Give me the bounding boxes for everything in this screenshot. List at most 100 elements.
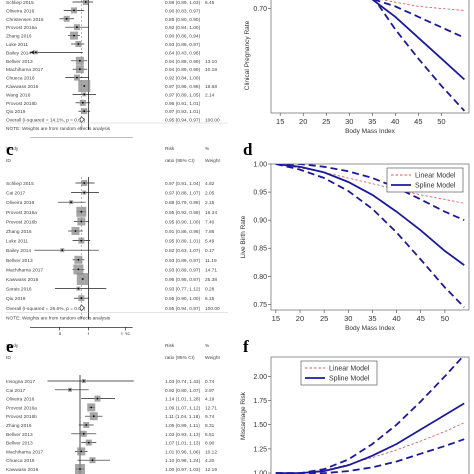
point-estimate — [83, 182, 86, 184]
study-label: Provost 2016a — [6, 25, 37, 31]
study-label: Zhang 2016 — [6, 423, 32, 429]
spline-model-line — [275, 402, 465, 474]
point-estimate — [80, 297, 83, 300]
point-estimate — [70, 201, 72, 204]
study-label: Machiharna 2017 — [6, 267, 43, 273]
y-tick-label: 0.80 — [253, 274, 267, 281]
y-tick-label: 0.70 — [253, 6, 267, 13]
study-label: Chueca 2016 — [6, 458, 35, 464]
x-tick-label: 15 — [272, 314, 280, 323]
study-label: Luke 2011 — [6, 42, 28, 48]
ratio-ci: 0.98 (0.89, 1.03) — [165, 0, 201, 6]
weight-value: 0.74 — [205, 379, 215, 385]
study-label: Provost 2016b — [6, 101, 37, 107]
weight-value: 4.82 — [205, 181, 215, 187]
ratio-ci: 0.90 (0.83, 0.97) — [165, 8, 201, 14]
weight-value: 12.71 — [205, 405, 217, 411]
legend-spline-label: Spline Model — [329, 376, 370, 383]
ratio-ci: 0.93 (0.89, 0.97) — [165, 258, 201, 264]
panel-a-forest-plot: Schliep 2015 0.98 (0.89, 1.03) 6.45 Oliveir… — [0, 0, 237, 138]
header-weight: Weight — [205, 158, 221, 164]
ratio-ci: 0.97 (0.89, 1.05) — [165, 92, 201, 98]
note-text: NOTE: Weights are from random effects an… — [6, 126, 111, 132]
study-label: Sarais 2016 — [6, 287, 32, 293]
y-tick-label: 0.85 — [253, 246, 267, 253]
weight-value: 6.15 — [205, 296, 215, 302]
weight-value: 2.15 — [205, 200, 215, 206]
ratio-ci: 0.88 (0.79, 0.98) — [165, 200, 201, 206]
x-tick-label: 1 — [87, 332, 90, 335]
study-label: Schliep 2015 — [6, 0, 34, 6]
ratio-ci: 0.97 (0.91, 1.04) — [165, 181, 201, 187]
spline-model-line — [275, 164, 465, 266]
y-axis-label: Miscarriage Risk — [240, 391, 247, 440]
ratio-ci: 0.93 (0.89, 0.97) — [165, 267, 201, 273]
y-tick-label: 0.95 — [253, 190, 267, 197]
weight-value: 0.17 — [205, 248, 215, 254]
panel-label-d: d — [243, 140, 253, 159]
linear-model-line — [381, 0, 465, 11]
study-label: Qiu 2019 — [6, 109, 26, 115]
ratio-ci: 0.92 (0.84, 1.00) — [165, 76, 201, 82]
study-label: Insogna 2017 — [6, 379, 35, 385]
ratio-ci: 1.07 (1.01, 1.13) — [165, 441, 201, 447]
point-estimate — [84, 1, 87, 3]
weight-value: 6.45 — [205, 0, 215, 6]
study-label: Schliep 2015 — [6, 181, 34, 187]
y-tick-label: 1.75 — [253, 398, 267, 405]
weight-value: 7.86 — [205, 229, 215, 235]
ratio-ci: 0.97 (0.96, 0.98) — [165, 84, 201, 90]
study-label: Kawwass 2016 — [6, 84, 39, 90]
point-estimate — [92, 415, 95, 418]
point-estimate — [87, 441, 90, 444]
point-estimate — [77, 43, 80, 45]
x-tick-label: 25 — [322, 117, 330, 126]
panel-e-forest-plot: e Study ID Risk ratio (95% CI)% Weight Insogn… — [0, 337, 237, 474]
x-tick-label: 15 — [276, 117, 284, 126]
y-axis-label: Clinical Pregnancy Rate — [244, 20, 251, 90]
ratio-ci: 0.92 (0.84, 1.00) — [165, 25, 201, 31]
ratio-ci: 0.95 (0.90, 1.00) — [165, 219, 201, 225]
study-label: Machiharna 2017 — [6, 449, 43, 455]
x-tick-label: 35 — [368, 117, 376, 126]
forest-plot-a: Schliep 2015 0.98 (0.89, 1.03) 6.45 Oliveir… — [6, 0, 228, 138]
header-id: ID — [6, 158, 11, 164]
y-tick-label: 0.90 — [253, 218, 267, 225]
x-tick-label: 30 — [345, 117, 353, 126]
plot-frame — [270, 356, 470, 474]
study-label: Provost 2016a — [6, 405, 37, 411]
study-label: Bellver 2013 — [6, 441, 33, 447]
overall-weight: 100.00 — [205, 118, 220, 124]
weight-value: 16.34 — [205, 210, 217, 216]
spline-ci-line — [275, 164, 465, 308]
weight-value: 11.19 — [205, 258, 217, 264]
panel-c-forest-plot: c Study ID Risk ratio (95% CI)% Weight Schlie… — [0, 140, 237, 335]
ratio-ci: 1.03 (0.74, 1.43) — [165, 379, 201, 385]
x-tick-label: .8 — [57, 332, 61, 335]
panel-label-c: c — [6, 140, 14, 159]
study-label: Luke 2011 — [6, 239, 28, 245]
point-estimate — [73, 9, 75, 12]
panel-d-line-chart: d Live Birth Rate 1.00 0.95 0.90 0.85 0.80 0.7… — [237, 140, 474, 335]
study-label: Zhang 2016 — [6, 34, 32, 40]
forest-plot-c: Study ID Risk ratio (95% CI)% Weight Schliep … — [6, 146, 228, 335]
ratio-ci: 0.64 (0.43, 0.96) — [165, 50, 201, 56]
x-tick-label: 1.25 — [120, 332, 130, 335]
x-tick-label: 35 — [368, 314, 376, 323]
weight-value: 0.28 — [205, 287, 215, 293]
study-label: Cai 2017 — [6, 191, 26, 197]
pooled-diamond — [79, 115, 85, 124]
weight-value: 12.19 — [205, 467, 217, 473]
overall-weight: 100.00 — [205, 306, 220, 312]
pooled-diamond — [79, 304, 85, 312]
x-tick-label: 40 — [391, 117, 399, 126]
point-estimate — [69, 388, 71, 391]
ratio-ci: 0.96 (0.91, 1.01) — [165, 101, 201, 107]
ratio-ci: 0.91 (0.86, 0.96) — [165, 229, 201, 235]
study-label: Provost 2016b — [6, 219, 37, 225]
spline-ci-line — [372, 0, 465, 39]
header-study: Study — [6, 343, 19, 349]
weight-value: 8.90 — [205, 441, 215, 447]
series-group — [275, 164, 465, 308]
